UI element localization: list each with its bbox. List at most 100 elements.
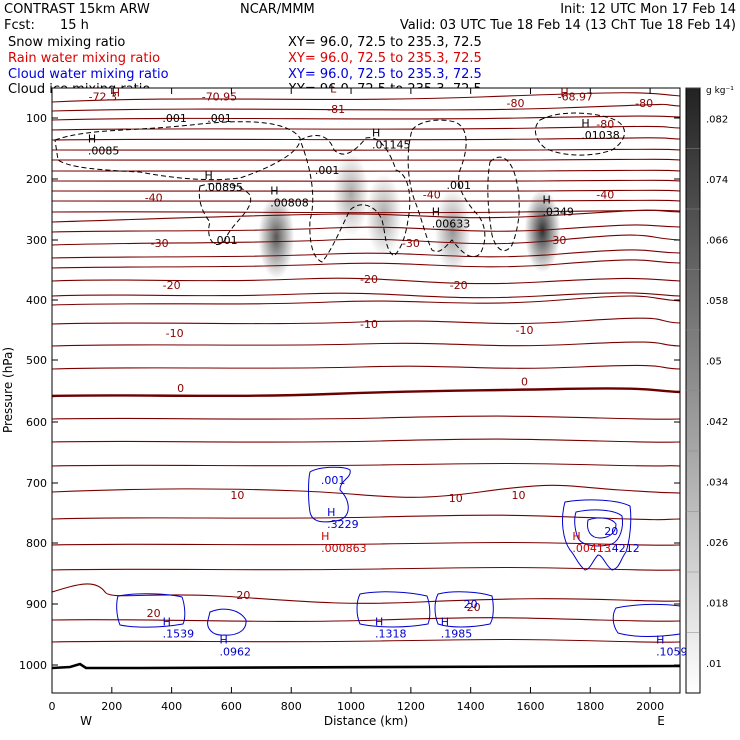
contour-value-label: 20	[604, 525, 618, 538]
extremum-value-label: .3229	[327, 518, 359, 531]
temperature-contour-label: -68.97	[558, 91, 593, 104]
field-cloud-name: Cloud water mixing ratio	[8, 67, 169, 82]
temperature-contour-label: 10	[512, 489, 526, 502]
y-tick-label: 500	[26, 354, 47, 367]
high-marker: H	[560, 87, 568, 100]
temperature-contour-label: 20	[236, 589, 250, 602]
x-tick-label: 1000	[337, 700, 365, 713]
contour-labels-layer: -72.3 -70.95 -81 -80 -68.97 -80 -80 -40 -40 -40 -3…	[88, 82, 688, 658]
y-tick-label: 800	[26, 537, 47, 550]
forecast-hour: 15 h	[60, 18, 89, 33]
y-tick-label: 700	[26, 477, 47, 490]
high-marker: H	[88, 132, 96, 145]
temperature-contour-label: -80	[635, 97, 653, 110]
y-tick-label: 400	[26, 294, 47, 307]
extremum-value-label: .00633	[432, 218, 471, 231]
temperature-contour-label: -20	[163, 279, 181, 292]
x-tick-label: 1400	[457, 700, 485, 713]
y-tick-label: 200	[26, 173, 47, 186]
colorbar-label: .05	[706, 356, 722, 367]
colorbar-label: .026	[706, 538, 728, 549]
temperature-contour-label: -40	[596, 188, 614, 201]
cloud-water-contours-layer	[116, 466, 680, 637]
field-cloud-xy: XY= 96.0, 72.5 to 235.3, 72.5	[288, 67, 482, 82]
high-marker: H	[572, 530, 580, 543]
colorbar-label: .01	[706, 659, 722, 670]
temperature-contour-label: -40	[423, 188, 441, 201]
temperature-contour-label: -80	[596, 118, 614, 131]
temperature-contour-label: -20	[450, 279, 468, 292]
y-tick-label: 300	[26, 234, 47, 247]
high-marker: H	[542, 193, 550, 206]
temperature-contour-label: -70.95	[202, 91, 237, 104]
extremum-value-label: .1985	[441, 627, 473, 640]
west-label: W	[80, 714, 92, 728]
temperature-contour-label: 20	[467, 601, 481, 614]
east-label: E	[657, 714, 665, 728]
x-tick-label: 0	[49, 700, 56, 713]
low-marker: L	[330, 82, 337, 95]
x-tick-label: 2000	[636, 700, 664, 713]
plot-frame	[51, 87, 681, 694]
x-tick-label: 600	[221, 700, 242, 713]
high-marker: H	[163, 615, 171, 628]
colorbar-unit: g kg⁻¹	[706, 86, 734, 96]
x-tick-label: 400	[161, 700, 182, 713]
extremum-value-label: .00808	[270, 196, 309, 209]
colorbar-label: .034	[706, 477, 728, 488]
colorbar-label: .074	[706, 175, 728, 186]
snow-maximum-blob	[524, 188, 561, 273]
high-marker: H	[112, 87, 120, 100]
high-marker: H	[656, 634, 664, 647]
extremum-value-label: .4212	[608, 542, 640, 555]
extremum-value-label: .000863	[321, 542, 367, 555]
extremum-value-label: .0085	[88, 144, 120, 157]
x-tick-label: 200	[101, 700, 122, 713]
field-rain-name: Rain water mixing ratio	[8, 51, 160, 66]
init-time: Init: 12 UTC Mon 17 Feb 14	[560, 2, 736, 17]
extremum-value-label: .00895	[205, 181, 244, 194]
temperature-contour-label: -81	[327, 103, 345, 116]
colorbar-label: .018	[706, 598, 728, 609]
high-marker: H	[205, 169, 213, 182]
colorbar-label: .042	[706, 417, 728, 428]
x-tick-label: 1800	[576, 700, 604, 713]
temperature-contour-label: -30	[548, 234, 566, 247]
high-marker: H	[375, 615, 383, 628]
high-marker: H	[581, 117, 589, 130]
snow-maximum-blob	[333, 152, 370, 237]
contour-value-label: .001	[321, 474, 346, 487]
contour-value-label: 20	[464, 598, 478, 611]
field-rain-xy: XY= 96.0, 72.5 to 235.3, 72.5	[288, 51, 482, 66]
temperature-contour-label: 10	[449, 492, 463, 505]
snow-shading-layer	[258, 152, 561, 279]
temperature-contour-label: 0	[521, 376, 528, 389]
colorbar-labels: .01 .018 .026 .034 .042 .05 .058 .066 .074 .082	[686, 87, 728, 670]
snow-maximum-blob	[365, 173, 402, 258]
forecast-label: Fcst:	[4, 18, 35, 33]
contour-value-label: .001	[213, 234, 238, 247]
x-tick-label: 1600	[516, 700, 544, 713]
y-tick-label: 1000	[19, 659, 47, 672]
contour-value-label: .001	[315, 164, 340, 177]
extremum-value-label: .01038	[581, 129, 620, 142]
x-axis-title: Distance (km)	[324, 714, 408, 728]
valid-time: Valid: 03 UTC Tue 18 Feb 14 (13 ChT Tue …	[400, 18, 736, 33]
cloud-ice-contours-layer	[54, 112, 625, 263]
high-marker: H	[372, 126, 380, 139]
y-tick-label: 900	[26, 598, 47, 611]
field-snow-xy: XY= 96.0, 72.5 to 235.3, 72.5	[288, 35, 482, 50]
temperature-contours-layer	[52, 92, 680, 670]
temperature-contour-label: 0	[177, 382, 184, 395]
x-tick-label: 800	[281, 700, 302, 713]
colorbar-label: .066	[706, 235, 728, 246]
extremum-value-label: .0962	[219, 646, 251, 659]
contour-value-label: .001	[207, 112, 232, 125]
extremum-value-label: .1059	[656, 646, 688, 659]
temperature-contour-label: 10	[230, 489, 244, 502]
temperature-contour-label: 20	[147, 607, 161, 620]
model-title: CONTRAST 15km ARW	[4, 2, 150, 17]
colorbar-label: .082	[706, 114, 728, 125]
temperature-contour-label: -72.3	[89, 91, 117, 104]
